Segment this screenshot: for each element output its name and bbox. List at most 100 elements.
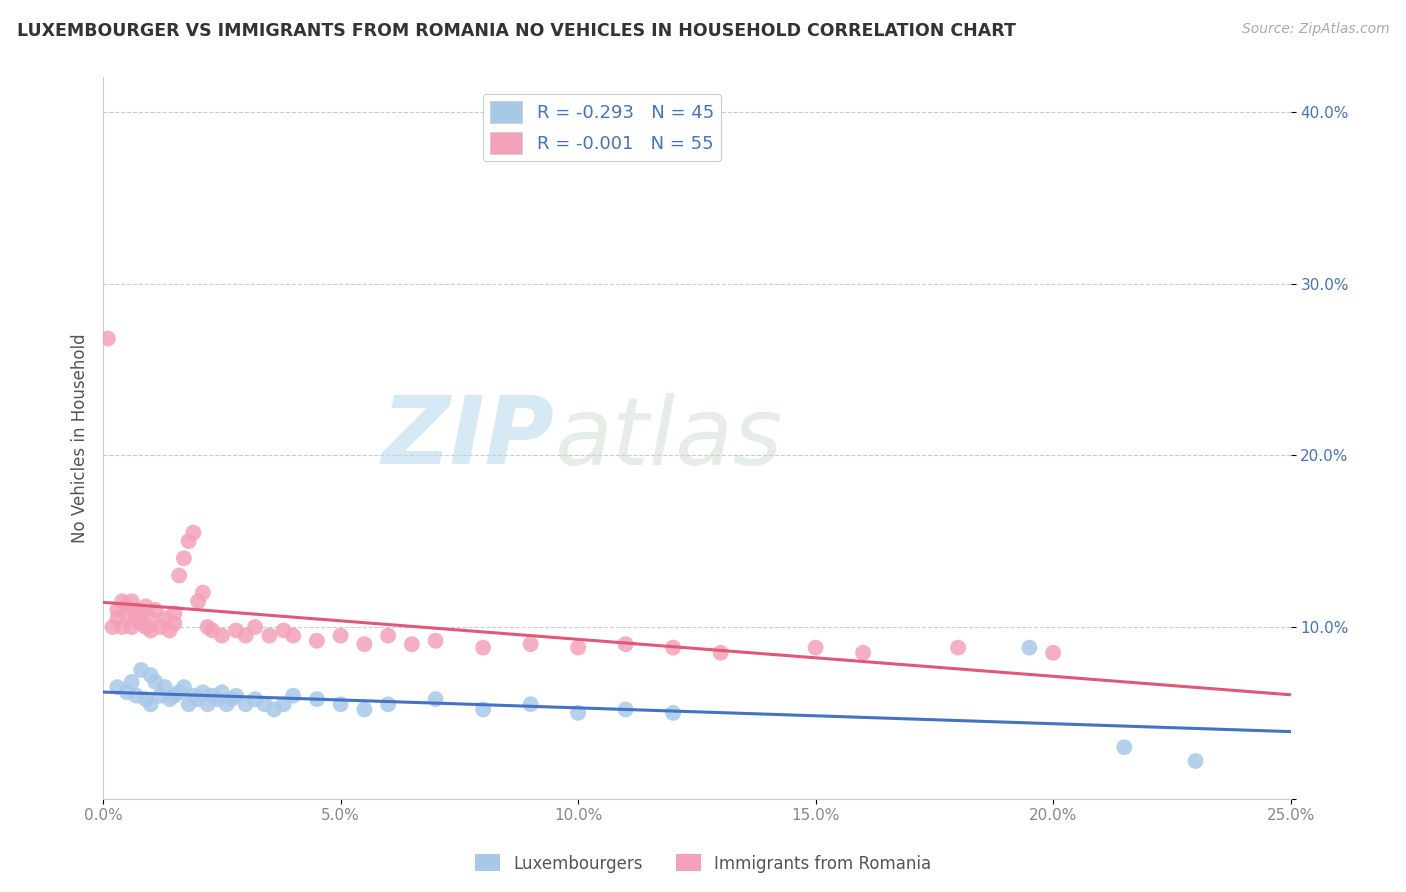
Point (115, 685, 138, 699)
Point (129, 607, 152, 621)
Point (1018, 640, 1040, 655)
Point (353, 637, 375, 651)
Point (281, 689, 304, 703)
Point (191, 685, 214, 699)
Point (129, 663, 152, 677)
Point (519, 637, 541, 651)
Point (153, 611, 176, 625)
Point (253, 698, 276, 712)
Point (273, 698, 295, 712)
Point (187, 594, 209, 608)
Point (167, 685, 190, 699)
Point (472, 640, 495, 655)
Text: Source: ZipAtlas.com: Source: ZipAtlas.com (1241, 22, 1389, 37)
Point (197, 698, 219, 712)
Point (946, 640, 969, 655)
Text: atlas: atlas (554, 392, 783, 483)
Point (159, 624, 181, 638)
Point (167, 568, 190, 582)
Point (101, 620, 124, 634)
Point (205, 692, 228, 706)
Point (273, 624, 295, 638)
Point (201, 624, 224, 638)
Point (125, 611, 148, 625)
Point (111, 620, 134, 634)
Point (425, 633, 447, 648)
Point (159, 692, 181, 706)
Point (191, 585, 214, 599)
Point (305, 692, 328, 706)
Point (225, 689, 247, 703)
Point (614, 702, 637, 716)
Point (139, 668, 162, 682)
Point (163, 607, 186, 621)
Text: LUXEMBOURGER VS IMMIGRANTS FROM ROMANIA NO VEHICLES IN HOUSEHOLD CORRELATION CHA: LUXEMBOURGER VS IMMIGRANTS FROM ROMANIA … (17, 22, 1015, 40)
Point (305, 633, 328, 648)
Y-axis label: No Vehicles in Household: No Vehicles in Household (72, 334, 89, 543)
Legend: Luxembourgers, Immigrants from Romania: Luxembourgers, Immigrants from Romania (468, 847, 938, 880)
Point (710, 646, 733, 660)
Point (235, 629, 257, 643)
Point (377, 629, 399, 643)
Point (173, 680, 195, 694)
Point (519, 698, 541, 712)
Point (197, 620, 219, 634)
Point (121, 620, 143, 634)
Point (145, 603, 167, 617)
Point (111, 594, 134, 608)
Point (614, 637, 637, 651)
Point (263, 702, 285, 716)
Point (243, 620, 266, 634)
Point (329, 698, 352, 712)
Point (121, 594, 143, 608)
Point (163, 689, 186, 703)
Point (105, 611, 128, 625)
Point (329, 629, 352, 643)
Point (215, 698, 238, 712)
Point (177, 698, 200, 712)
Point (472, 702, 495, 716)
Point (97, 331, 120, 345)
Point (852, 646, 875, 660)
Point (225, 624, 247, 638)
Point (105, 603, 128, 617)
Point (135, 620, 157, 634)
Point (129, 616, 152, 631)
Point (149, 689, 172, 703)
Point (105, 680, 128, 694)
Point (662, 706, 685, 720)
Point (139, 611, 162, 625)
Point (1114, 740, 1136, 755)
Point (201, 689, 224, 703)
Point (183, 689, 205, 703)
Point (183, 525, 205, 540)
Point (353, 702, 375, 716)
Point (377, 698, 399, 712)
Point (211, 629, 233, 643)
Point (135, 692, 157, 706)
Point (153, 680, 176, 694)
Point (1042, 646, 1064, 660)
Point (145, 675, 167, 690)
Point (125, 689, 148, 703)
Point (567, 640, 589, 655)
Point (115, 607, 138, 621)
Point (221, 692, 243, 706)
Point (243, 692, 266, 706)
Point (115, 599, 138, 614)
Point (259, 629, 281, 643)
Point (125, 603, 148, 617)
Point (173, 551, 195, 566)
Point (425, 692, 447, 706)
Legend: R = -0.293   N = 45, R = -0.001   N = 55: R = -0.293 N = 45, R = -0.001 N = 55 (482, 94, 721, 161)
Point (121, 675, 143, 690)
Point (149, 620, 172, 634)
Point (804, 640, 827, 655)
Point (567, 706, 589, 720)
Point (211, 685, 233, 699)
Point (281, 629, 304, 643)
Point (163, 616, 186, 631)
Point (139, 624, 162, 638)
Point (662, 640, 685, 655)
Point (139, 698, 162, 712)
